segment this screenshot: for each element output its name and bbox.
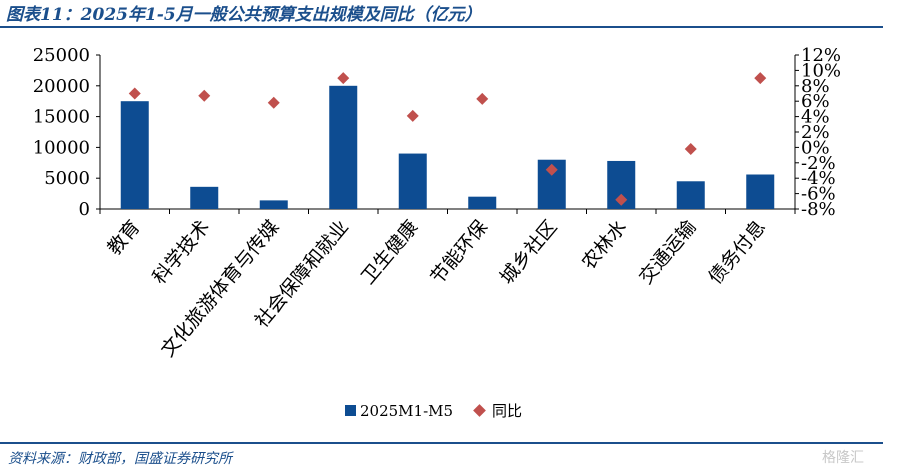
yoy-marker [267,96,280,109]
source-note: 资料来源：财政部，国盛证券研究所 [8,451,232,467]
category-label: 债务付息 [704,216,770,288]
category-label: 文化旅游体育与传媒 [157,216,284,361]
footer-divider [0,442,883,444]
bar [398,153,427,209]
category-label: 卫生健康 [357,216,423,288]
right-tick-label: 0% [801,137,830,158]
yoy-marker [476,92,489,105]
category-label: 交通运输 [635,216,701,288]
watermark-logo: 格隆汇 [822,450,864,466]
category-label: 城乡社区 [496,216,562,288]
bar [259,200,288,209]
bar [676,181,705,209]
yoy-marker [545,163,558,176]
legend-diamond-swatch [473,404,486,417]
chart-title: 图表11：2025年1-5月一般公共预算支出规模及同比（亿元） [6,5,482,25]
right-tick-label: -2% [801,153,836,174]
yoy-marker [406,109,419,122]
bar [329,85,358,209]
category-label: 农林水 [578,216,632,274]
left-tick-label: 5000 [44,168,90,189]
right-tick-label: -4% [801,168,836,189]
yoy-marker [128,87,141,100]
right-tick-label: -6% [801,184,836,205]
legend-diamond-label: 同比 [492,402,523,420]
bar [120,101,149,209]
left-tick-label: 10000 [33,137,90,158]
yoy-marker [337,72,350,85]
right-tick-label: 8% [801,76,830,97]
yoy-marker [684,142,697,155]
left-tick-label: 0 [79,199,90,220]
legend-bar-swatch [345,405,356,416]
right-tick-label: 2% [801,122,830,143]
category-label: 科学技术 [148,216,214,288]
yoy-marker [754,72,767,85]
right-tick-label: 6% [801,91,830,112]
right-tick-label: 4% [801,107,830,128]
legend: 2025M1-M5 同比 [345,400,522,421]
right-tick-label: 12% [801,45,841,66]
right-tick-label: 10% [801,60,841,81]
bar [468,196,497,209]
title-divider [0,26,883,28]
category-label: 教育 [103,216,144,259]
yoy-marker [198,89,211,102]
right-tick-label: -8% [801,199,836,220]
category-label: 节能环保 [426,216,492,288]
left-tick-label: 25000 [33,45,90,66]
bar [746,174,775,209]
left-tick-label: 15000 [33,107,90,128]
left-tick-label: 20000 [33,76,90,97]
bar [190,186,219,209]
legend-bar-label: 2025M1-M5 [360,401,454,420]
yoy-marker [615,193,628,206]
